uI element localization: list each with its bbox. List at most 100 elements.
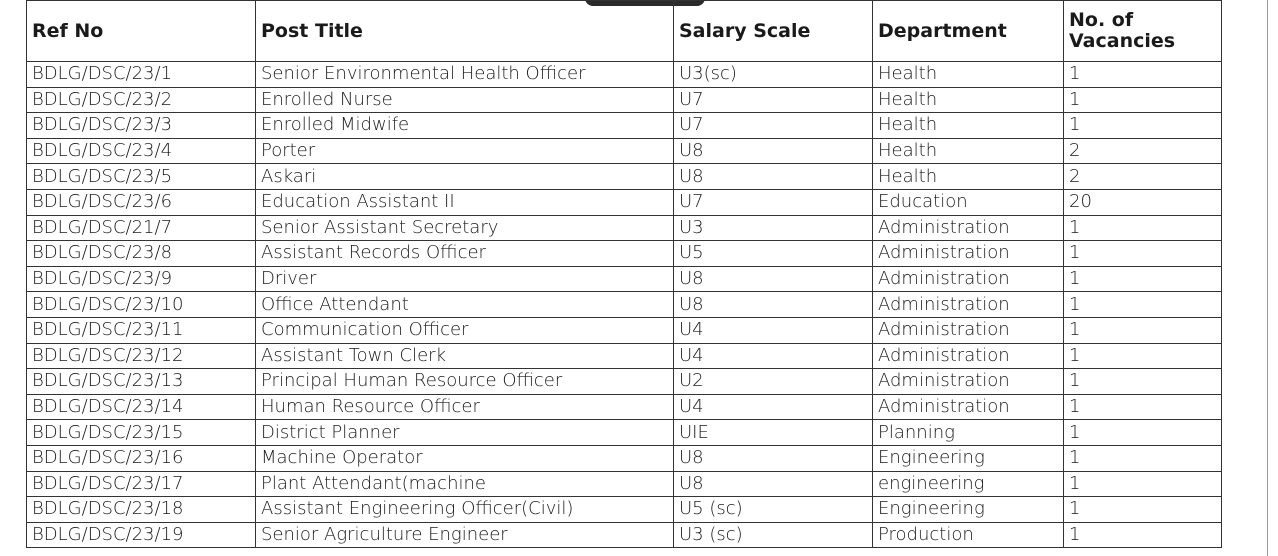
table-cell: Senior Agriculture Engineer [255,521,674,549]
table-cell: Assistant Records Officer [255,240,674,267]
table-row: BDLG/DSC/23/8 Assistant Records Officer U5… [26,240,1222,267]
vacancy-table: Ref No Post Title Salary Scale Department No… [26,0,1222,549]
table-cell: 1 [1063,342,1222,370]
table-cell: BDLG/DSC/23/14 [26,393,256,421]
table-row: BDLG/DSC/23/18 Assistant Engineering Offi… [26,496,1222,523]
table-cell: Enrolled Nurse [255,86,674,114]
table-cell: Health [872,86,1064,114]
table-cell: Porter [255,137,674,165]
table-cell: U8 [673,291,873,318]
table-cell: Plant Attendant(machine [255,470,674,498]
table-cell: 1 [1063,240,1222,267]
table-row: BDLG/DSC/23/15 District Planner UIE Plannin… [26,419,1222,446]
table-cell: BDLG/DSC/23/16 [26,444,256,472]
table-cell: BDLG/DSC/23/12 [26,342,256,370]
table-cell: Senior Environmental Health Officer [255,61,674,88]
table-cell: U4 [673,393,873,421]
table-cell: 1 [1063,393,1222,421]
table-cell: Assistant Town Clerk [255,342,674,370]
table-row: BDLG/DSC/23/3 Enrolled Midwife U7 Health 1 [26,112,1222,139]
table-cell: U2 [673,368,873,395]
table-body: BDLG/DSC/23/1 Senior Environmental Health… [26,61,1222,549]
table-cell: BDLG/DSC/23/6 [26,188,256,216]
table-cell: Health [872,137,1064,165]
table-row: BDLG/DSC/23/2 Enrolled Nurse U7 Health 1 [26,86,1222,114]
table-cell: U8 [673,444,873,472]
table-cell: 1 [1063,291,1222,318]
table-cell: BDLG/DSC/23/4 [26,137,256,165]
table-cell: 1 [1063,112,1222,139]
page-edge [1267,0,1268,556]
table-cell: BDLG/DSC/23/18 [26,496,256,523]
table-cell: UIE [673,419,873,446]
table-cell: BDLG/DSC/23/15 [26,419,256,446]
table-cell: 1 [1063,521,1222,549]
table-cell: Health [872,61,1064,88]
table-cell: U8 [673,163,873,190]
table-cell: 1 [1063,368,1222,395]
table-row: BDLG/DSC/23/10 Office Attendant U8 Administ… [26,291,1222,318]
table-cell: 1 [1063,86,1222,114]
table-row: BDLG/DSC/23/17 Plant Attendant(machine U8 e… [26,470,1222,498]
table-cell: 1 [1063,316,1222,344]
table-cell: BDLG/DSC/23/3 [26,112,256,139]
table-row: BDLG/DSC/23/11 Communication Officer U4 Adm… [26,316,1222,344]
table-cell: engineering [872,470,1064,498]
table-cell: 1 [1063,470,1222,498]
table-cell: U8 [673,470,873,498]
table-cell: 20 [1063,188,1222,216]
table-cell: U8 [673,137,873,165]
table-cell: U5 (sc) [673,496,873,523]
table-cell: U7 [673,112,873,139]
table-row: BDLG/DSC/23/4 Porter U8 Health 2 [26,137,1222,165]
table-cell: Driver [255,265,674,293]
table-cell: Administration [872,342,1064,370]
header-cell: No. of Vacancies [1063,0,1222,62]
table-cell: BDLG/DSC/23/19 [26,521,256,549]
table-cell: Administration [872,214,1064,242]
table-row: BDLG/DSC/23/16 Machine Operator U8 Engineer… [26,444,1222,472]
table-cell: Engineering [872,496,1064,523]
table-row: BDLG/DSC/23/6 Education Assistant II U7 Edu… [26,188,1222,216]
table-cell: BDLG/DSC/23/5 [26,163,256,190]
table-cell: BDLG/DSC/23/13 [26,368,256,395]
table-row: BDLG/DSC/23/5 Askari U8 Health 2 [26,163,1222,190]
table-cell: U5 [673,240,873,267]
table-row: BDLG/DSC/23/9 Driver U8 Administration 1 [26,265,1222,293]
table-cell: BDLG/DSC/23/2 [26,86,256,114]
table-cell: 1 [1063,214,1222,242]
table-row: BDLG/DSC/23/19 Senior Agriculture Enginee… [26,521,1222,549]
table-cell: 1 [1063,61,1222,88]
table-cell: 2 [1063,163,1222,190]
table-cell: Administration [872,368,1064,395]
table-cell: Administration [872,240,1064,267]
table-cell: Askari [255,163,674,190]
table-cell: Administration [872,316,1064,344]
table-cell: Administration [872,265,1064,293]
table-row: BDLG/DSC/23/1 Senior Environmental Health… [26,61,1222,88]
table-cell: Education Assistant II [255,188,674,216]
table-cell: Principal Human Resource Officer [255,368,674,395]
table-cell: Assistant Engineering Officer(Civil) [255,496,674,523]
table-cell: Administration [872,393,1064,421]
table-cell: 1 [1063,265,1222,293]
header-cell: Salary Scale [673,0,873,62]
table-cell: 1 [1063,444,1222,472]
table-cell: BDLG/DSC/23/9 [26,265,256,293]
table-cell: Engineering [872,444,1064,472]
table-cell: BDLG/DSC/23/17 [26,470,256,498]
table-cell: BDLG/DSC/23/8 [26,240,256,267]
table-cell: District Planner [255,419,674,446]
table-cell: U7 [673,86,873,114]
table-cell: BDLG/DSC/21/7 [26,214,256,242]
table-cell: U4 [673,342,873,370]
table-cell: U8 [673,265,873,293]
table-cell: Communication Officer [255,316,674,344]
table-cell: Production [872,521,1064,549]
table-cell: U3 (sc) [673,521,873,549]
table-cell: 1 [1063,419,1222,446]
table-cell: 1 [1063,496,1222,523]
table-cell: Education [872,188,1064,216]
header-cell: Ref No [26,0,256,62]
